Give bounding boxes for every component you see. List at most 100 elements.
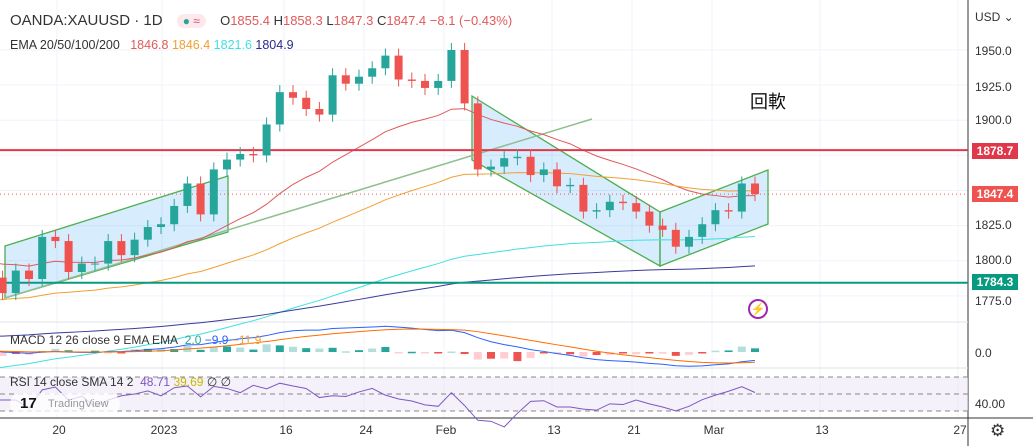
macd-histogram-bar <box>473 352 482 360</box>
macd-histogram-bar <box>553 352 561 354</box>
macd-histogram-bar <box>619 352 627 354</box>
candle-body <box>104 241 113 264</box>
macd-histogram-bar <box>328 347 337 352</box>
candle-body <box>737 183 746 212</box>
price-tick: 1950.0 <box>975 44 1012 58</box>
macd-histogram-bar <box>751 348 759 352</box>
ema50-line <box>0 172 756 301</box>
macd-histogram-bar <box>394 352 403 354</box>
candle-body <box>579 184 588 212</box>
macd-histogram-bar <box>407 351 416 354</box>
time-tick: Mar <box>703 423 725 437</box>
lightning-alert-icon[interactable]: ⚡ <box>748 299 768 319</box>
macd-histogram-bar <box>381 346 390 352</box>
price-tick: 1925.0 <box>975 80 1012 94</box>
macd-histogram-bar <box>355 350 363 352</box>
macd-histogram-bar <box>315 348 324 352</box>
candle-body <box>170 205 179 225</box>
macd-histogram-bar <box>685 352 693 355</box>
candle-body <box>473 103 482 170</box>
candle-body <box>302 97 311 110</box>
rsi-legend[interactable]: RSI 14 close SMA 14 2 48.71 39.69 ∅ ∅ <box>10 375 232 389</box>
market-status-badge[interactable]: ● ≈ <box>176 14 206 28</box>
macd-histogram-bar <box>460 352 469 355</box>
macd-tick: 0.0 <box>975 346 992 360</box>
macd-histogram-bar <box>671 352 680 356</box>
candle-body <box>25 270 33 280</box>
candle-body <box>91 263 99 265</box>
candle-body <box>315 109 324 115</box>
macd-histogram-bar <box>698 352 707 354</box>
macd-histogram-bar <box>737 346 746 352</box>
candle-body <box>38 236 47 280</box>
macd-histogram-bar <box>447 351 456 354</box>
time-tick: 13 <box>547 423 561 437</box>
price-tick: 1825.0 <box>975 218 1012 232</box>
currency-selector[interactable]: USD ⌄ <box>975 10 1014 24</box>
macd-histogram-bar <box>526 352 535 359</box>
ema-legend[interactable]: EMA 20/50/100/200 1846.8 1846.4 1821.6 1… <box>10 38 294 52</box>
annotation-text[interactable]: 回軟 <box>750 92 786 112</box>
macd-histogram-bar <box>539 352 548 354</box>
macd-histogram-bar <box>289 346 297 352</box>
time-tick: 24 <box>359 423 373 437</box>
candle-body <box>381 55 390 69</box>
candle-body <box>262 124 271 156</box>
symbol-title[interactable]: OANDA:XAUUSD · 1D <box>10 12 163 29</box>
macd-histogram-bar <box>592 352 601 355</box>
macd-histogram-bar <box>223 346 231 352</box>
candle-body <box>658 225 667 230</box>
market-open-icon: ● <box>182 14 190 28</box>
rsi-band <box>0 377 968 411</box>
support-price-tag: 1784.3 <box>972 274 1018 290</box>
candle-body <box>209 169 218 215</box>
candle-body <box>289 92 297 98</box>
time-tick: 21 <box>627 423 641 437</box>
candle-body <box>394 55 403 80</box>
time-tick: 20 <box>52 423 66 437</box>
last-price-tag: 1847.4 <box>972 186 1018 202</box>
candle-body <box>685 236 693 247</box>
macd-histogram-bar <box>91 350 99 353</box>
candle-body <box>355 76 363 84</box>
price-tick: 1775.0 <box>975 294 1012 308</box>
macd-histogram-bar <box>434 352 443 354</box>
candle-body <box>368 68 377 77</box>
candle-body <box>500 158 509 167</box>
candle-body <box>0 277 7 294</box>
candle-body <box>566 184 575 187</box>
macd-histogram-bar <box>262 344 271 352</box>
macd-histogram-bar <box>632 352 641 355</box>
candle-body <box>671 229 680 247</box>
macd-histogram-bar <box>724 350 733 352</box>
candle-body <box>77 263 86 272</box>
macd-legend[interactable]: MACD 12 26 close 9 EMA EMA 2.0 −9.9 −11.… <box>10 333 262 347</box>
candle-body <box>143 227 152 240</box>
candle-body <box>605 201 614 211</box>
candle-body <box>487 166 495 170</box>
macd-histogram-bar <box>579 352 588 357</box>
settings-gear-icon[interactable]: ⚙ <box>990 421 1006 440</box>
macd-histogram-bar <box>513 352 522 362</box>
candle-body <box>236 153 245 160</box>
candle-body <box>698 224 707 237</box>
candle-body <box>539 169 548 176</box>
macd-histogram-bar <box>209 347 218 352</box>
candle-body <box>157 224 165 228</box>
resistance-price-tag: 1878.7 <box>972 143 1018 159</box>
candle-body <box>11 270 20 294</box>
tradingview-logo-icon: 17 <box>20 395 37 412</box>
candle-body <box>64 241 73 272</box>
macd-histogram-bar <box>64 350 73 352</box>
time-tick: 13 <box>815 423 829 437</box>
macd-histogram-bar <box>368 348 377 352</box>
candle-body <box>275 92 284 125</box>
symbol-legend: OANDA:XAUUSD · 1D ● ≈ O1855.4 H1858.3 L1… <box>10 12 512 29</box>
candle-body <box>460 50 469 104</box>
candle-body <box>645 211 654 226</box>
macd-histogram-bar <box>196 349 205 352</box>
ema200-line <box>0 265 756 337</box>
candle-body <box>711 210 720 225</box>
macd-histogram-bar <box>249 349 258 352</box>
